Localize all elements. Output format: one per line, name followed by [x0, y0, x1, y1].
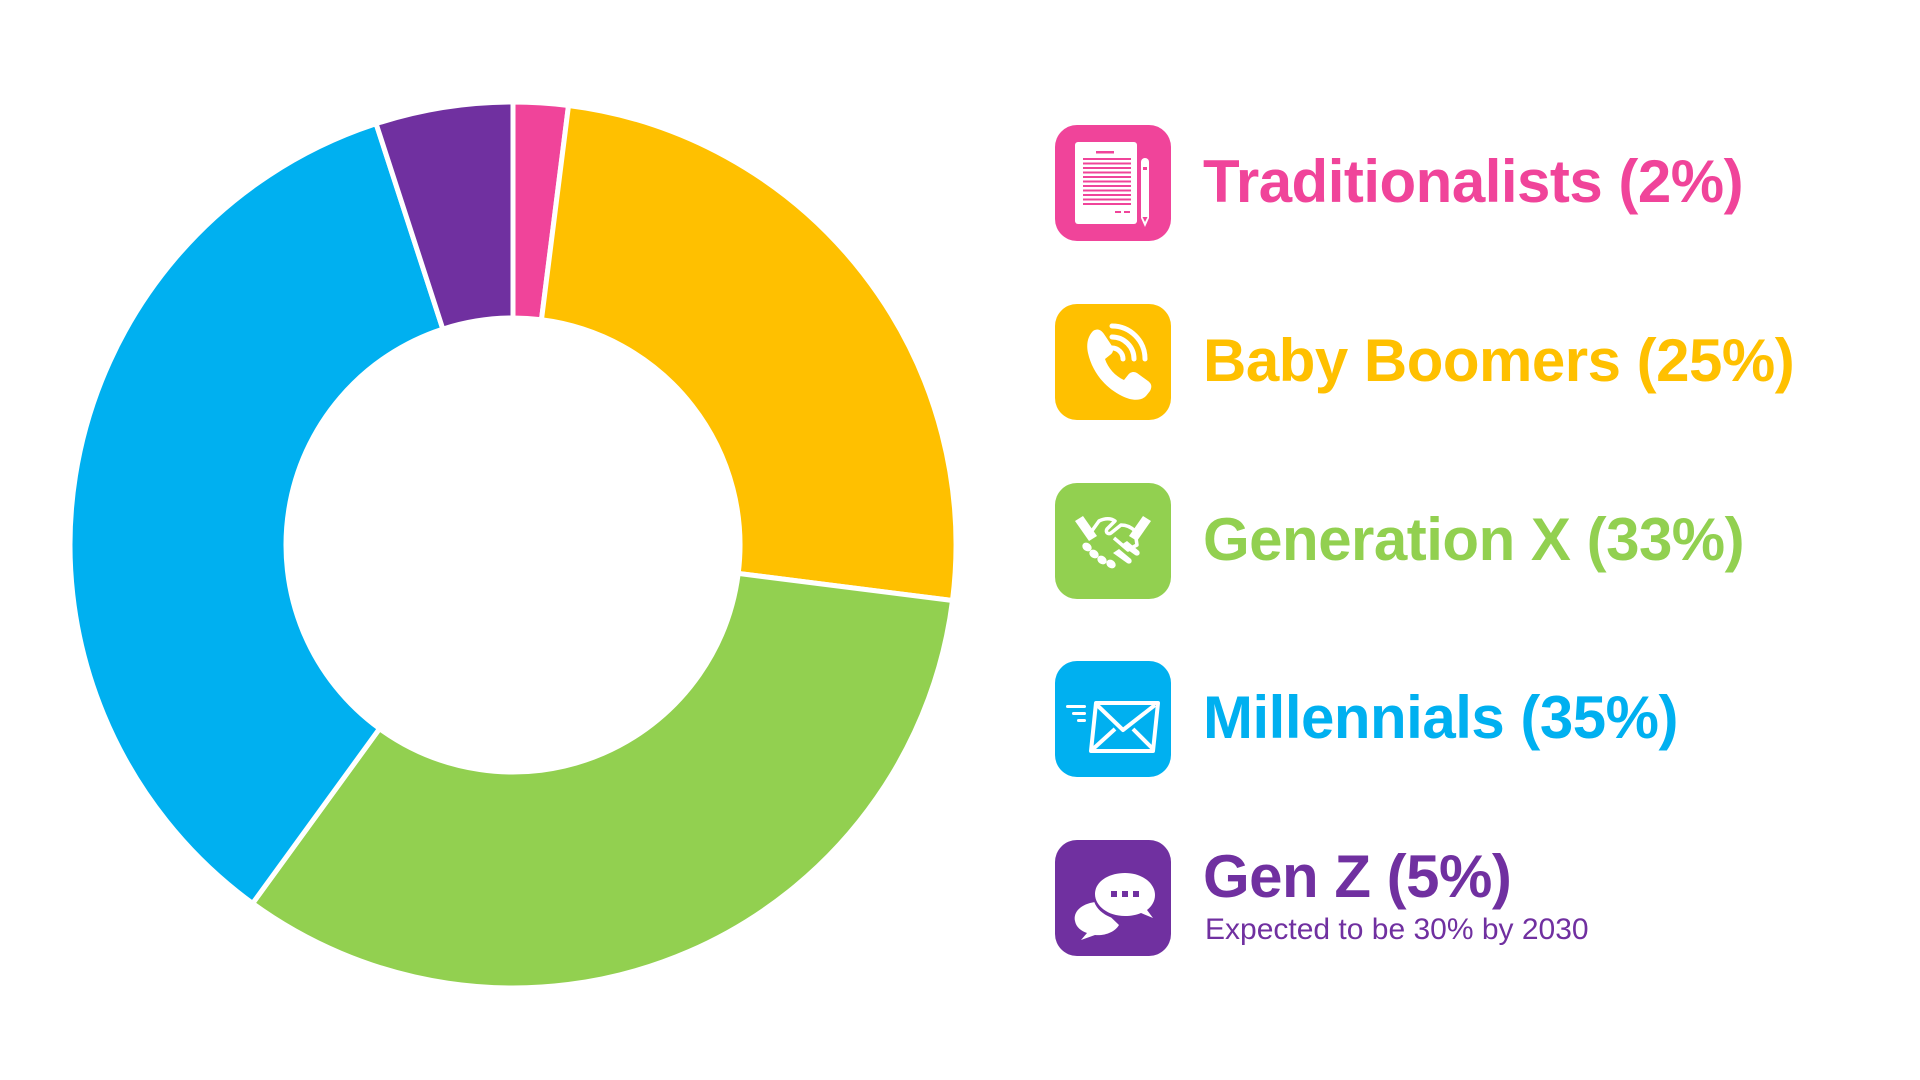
- legend-item-traditionalists: Traditionalists (2%): [1055, 125, 1905, 241]
- document-pencil-icon: [1055, 125, 1171, 241]
- donut-segment-generation-x: [249, 570, 956, 988]
- legend-sublabel-gen-z: Expected to be 30% by 2030: [1205, 913, 1589, 946]
- phone-ringing-icon: [1055, 304, 1171, 420]
- chat-bubbles-icon: [1055, 840, 1171, 956]
- legend-label-gen-z: Gen Z (5%): [1203, 843, 1512, 910]
- donut-segment-baby-boomers: [538, 102, 956, 604]
- legend-label-millennials: Millennials (35%): [1203, 684, 1678, 751]
- email-send-icon: [1055, 661, 1171, 777]
- legend-item-millennials: Millennials (35%): [1055, 661, 1905, 777]
- legend-item-gen-z: Gen Z (5%) Expected to be 30% by 2030: [1055, 840, 1905, 956]
- donut-segment-gen-z: [372, 102, 516, 333]
- legend-label-generation-x: Generation X (33%): [1203, 506, 1745, 573]
- donut-chart: [70, 102, 956, 988]
- donut-segment-millennials: [70, 120, 447, 907]
- legend-label-traditionalists: Traditionalists (2%): [1203, 148, 1744, 215]
- legend-label-baby-boomers: Baby Boomers (25%): [1203, 327, 1795, 394]
- legend-item-generation-x: Generation X (33%): [1055, 483, 1905, 599]
- donut-chart-svg: [70, 102, 956, 988]
- handshake-icon: [1055, 483, 1171, 599]
- chart-legend: Traditionalists (2%) Baby Boomers (25%): [1055, 0, 1905, 1080]
- legend-item-baby-boomers: Baby Boomers (25%): [1055, 304, 1905, 420]
